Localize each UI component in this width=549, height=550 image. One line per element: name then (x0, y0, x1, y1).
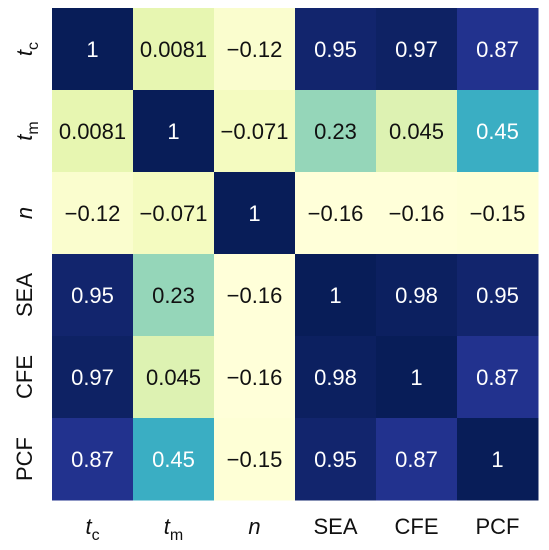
heatmap-cell (214, 90, 296, 173)
heatmap-cell (214, 336, 296, 419)
cell-value-label: 0.45 (476, 119, 519, 144)
tick-label: SEA (12, 273, 37, 317)
tick-label: tc (12, 42, 42, 56)
heatmap-cell (376, 8, 458, 91)
heatmap-cell (52, 90, 134, 173)
heatmap-cell (52, 172, 134, 255)
tick-label: tm (12, 121, 42, 140)
cell-value-label: 0.45 (152, 447, 195, 472)
heatmap-cell (457, 172, 539, 255)
tick-label: n (12, 207, 37, 219)
cell-value-label: 0.97 (71, 365, 114, 390)
cell-value-label: 0.045 (389, 119, 444, 144)
cell-value-label: −0.16 (308, 201, 364, 226)
heatmap-cell (133, 418, 215, 501)
heatmap-cell (52, 336, 134, 419)
cell-value-label: −0.12 (65, 201, 121, 226)
cell-value-label: 0.98 (314, 365, 357, 390)
cell-value-label: 0.87 (476, 365, 519, 390)
x-tick-labels: tc tm n SEA CFE PCF (85, 514, 519, 544)
cell-value-label: 0.0081 (140, 37, 207, 62)
heatmap-cell (295, 90, 377, 173)
heatmap-cell (214, 254, 296, 337)
cell-value-label: 0.23 (314, 119, 357, 144)
cell-value-label: 0.87 (476, 37, 519, 62)
cell-value-label: 0.87 (395, 447, 438, 472)
cell-value-label: 1 (248, 201, 260, 226)
cell-value-label: 1 (491, 447, 503, 472)
cell-value-label: −0.071 (140, 201, 208, 226)
tick-label: n (248, 514, 260, 539)
cell-value-label: −0.16 (227, 283, 283, 308)
cell-value-label: −0.16 (389, 201, 445, 226)
cell-value-label: 1 (329, 283, 341, 308)
cell-value-label: 0.98 (395, 283, 438, 308)
heatmap-cell (457, 418, 539, 501)
heatmap-cell (457, 8, 539, 91)
heatmap-cell (52, 418, 134, 501)
cell-value-label: 1 (167, 119, 179, 144)
cell-value-label: 0.95 (476, 283, 519, 308)
heatmap-cell (376, 172, 458, 255)
heatmap-cell (295, 172, 377, 255)
heatmap-cell (457, 90, 539, 173)
cell-value-label: −0.12 (227, 37, 283, 62)
heatmap-cell (376, 254, 458, 337)
tick-label: tc (85, 514, 99, 544)
tick-label: CFE (12, 355, 37, 399)
tick-label: SEA (313, 514, 357, 539)
heatmap-cell (376, 90, 458, 173)
heatmap-cell (214, 418, 296, 501)
cell-value-label: 1 (86, 37, 98, 62)
heatmap-cell (133, 336, 215, 419)
cell-value-label: −0.071 (221, 119, 289, 144)
tick-label: PCF (12, 437, 37, 481)
heatmap-cell (214, 172, 296, 255)
cell-value-label: −0.15 (470, 201, 526, 226)
tick-label: CFE (395, 514, 439, 539)
heatmap-cells: 1 0.0081 −0.12 0.95 0.97 0.87 0.0081 1 −0.071 0.2… (52, 8, 539, 501)
cell-value-label: 0.0081 (59, 119, 126, 144)
heatmap-cell (295, 8, 377, 91)
cell-value-label: 1 (410, 365, 422, 390)
heatmap-cell (457, 254, 539, 337)
cell-value-label: 0.97 (395, 37, 438, 62)
cell-value-label: 0.95 (71, 283, 114, 308)
cell-value-label: 0.95 (314, 37, 357, 62)
y-tick-labels: tc tm n SEA CFE PCF (12, 42, 42, 481)
heatmap-cell (376, 418, 458, 501)
cell-value-label: 0.95 (314, 447, 357, 472)
heatmap-cell (376, 336, 458, 419)
heatmap-cell (457, 336, 539, 419)
heatmap-cell (214, 8, 296, 91)
heatmap-cell (295, 418, 377, 501)
heatmap-cell (52, 254, 134, 337)
cell-value-label: 0.87 (71, 447, 114, 472)
heatmap-cell (295, 336, 377, 419)
heatmap-cell (133, 8, 215, 91)
heatmap-cell (133, 90, 215, 173)
cell-value-label: 0.23 (152, 283, 195, 308)
tick-label: tm (164, 514, 183, 544)
cell-value-label: −0.15 (227, 447, 283, 472)
heatmap-cell (295, 254, 377, 337)
cell-value-label: −0.16 (227, 365, 283, 390)
heatmap-cell (52, 8, 134, 91)
heatmap-cell (133, 172, 215, 255)
tick-label: PCF (476, 514, 520, 539)
cell-value-label: 0.045 (146, 365, 201, 390)
heatmap-cell (133, 254, 215, 337)
